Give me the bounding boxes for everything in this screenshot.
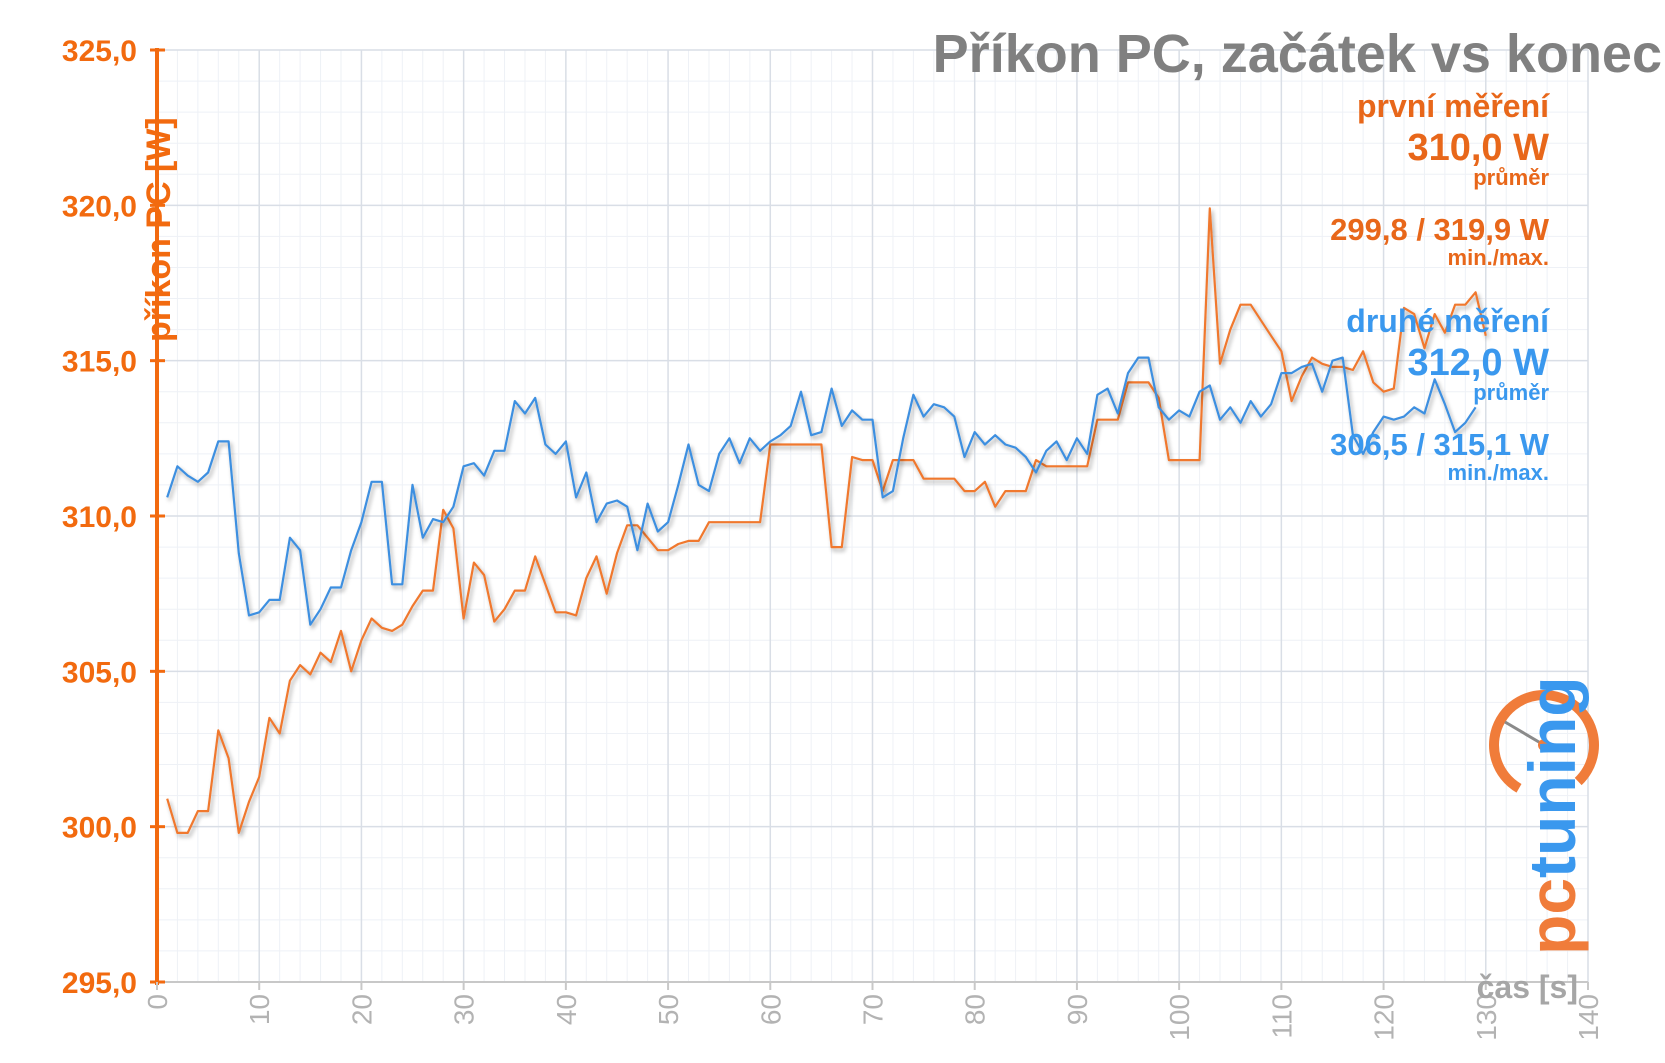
x-tick-label: 60 <box>755 994 786 1025</box>
x-tick-label: 70 <box>858 994 889 1025</box>
logo-gauge-ring <box>1489 690 1600 800</box>
first-avg-value: 310,0 W <box>1407 127 1549 169</box>
second-minmax-value: 306,5 / 315,1 W <box>1330 427 1550 462</box>
second-series-label: druhé měření <box>1346 303 1550 339</box>
first-minmax-label: min./max. <box>1448 245 1549 270</box>
x-tick-label: 80 <box>960 994 991 1025</box>
second-minmax-label: min./max. <box>1448 460 1549 485</box>
first-minmax-value: 299,8 / 319,9 W <box>1330 212 1550 247</box>
logo-text: pctuning <box>1515 676 1589 955</box>
x-tick-label: 100 <box>1164 994 1195 1041</box>
x-tick-label: 50 <box>653 994 684 1025</box>
y-tick-label: 295,0 <box>62 967 137 1000</box>
y-axis-label: příkon PC [W] <box>140 117 178 342</box>
y-tick-label: 315,0 <box>62 346 137 379</box>
x-tick-label: 130 <box>1471 994 1502 1041</box>
series-line-second <box>166 356 1477 626</box>
x-tick-label: 30 <box>449 994 480 1025</box>
x-tick-label: 90 <box>1062 994 1093 1025</box>
x-tick-label: 40 <box>551 994 582 1025</box>
logo-text-pc: pc <box>1515 878 1589 955</box>
x-tick-label: 120 <box>1369 994 1400 1041</box>
x-tick-label: 0 <box>142 994 173 1010</box>
first-series-label: první měření <box>1357 88 1550 124</box>
second-avg-value: 312,0 W <box>1407 342 1549 384</box>
y-tick-label: 320,0 <box>62 190 137 223</box>
x-tick-labels: 0 10 20 30 40 50 60 70 80 90 100 110 120 130 140 <box>142 982 1604 1041</box>
second-avg-label: průměr <box>1473 380 1549 405</box>
annotation-first: první měření 310,0 W průměr 299,8 / 319,… <box>1330 88 1550 270</box>
pctuning-logo: pctuning <box>1489 676 1600 955</box>
logo-gauge-needle <box>1504 720 1545 747</box>
x-tick-label: 10 <box>244 994 275 1025</box>
major-gridlines <box>156 49 1589 983</box>
x-tick-label: 110 <box>1266 994 1297 1039</box>
y-tick-label: 300,0 <box>62 812 137 845</box>
logo-gauge-hub <box>1538 739 1550 751</box>
series-line-first <box>166 207 1487 835</box>
x-axis-label: čas [s] <box>1477 969 1578 1005</box>
annotation-second: druhé měření 312,0 W průměr 306,5 / 315,… <box>1330 303 1550 485</box>
y-tick-label: 310,0 <box>62 501 137 534</box>
first-avg-label: průměr <box>1473 165 1549 190</box>
y-tick-labels: 295,0 300,0 305,0 310,0 315,0 320,0 325,0 <box>62 35 165 1000</box>
series-layer <box>166 207 1487 835</box>
chart-title: Příkon PC, začátek vs konec <box>933 24 1662 84</box>
logo-text-rest: tuning <box>1515 676 1589 878</box>
y-tick-label: 305,0 <box>62 656 137 689</box>
y-tick-label: 325,0 <box>62 35 137 68</box>
x-tick-label: 140 <box>1573 994 1604 1041</box>
x-tick-label: 20 <box>346 994 377 1025</box>
